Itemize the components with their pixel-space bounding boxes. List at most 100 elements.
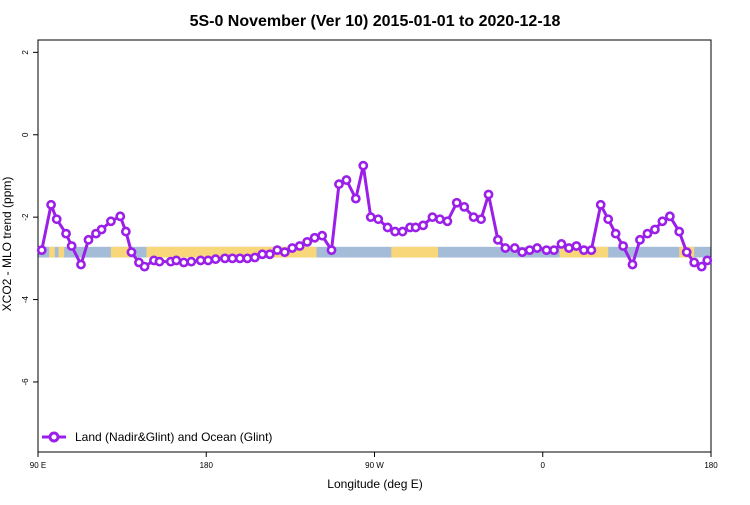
data-point bbox=[382, 222, 393, 233]
data-point bbox=[96, 224, 107, 235]
legend-marker-swatch bbox=[48, 431, 60, 443]
data-point bbox=[650, 224, 660, 235]
data-point bbox=[358, 160, 369, 171]
y-tick-label: 2 bbox=[21, 50, 30, 55]
data-point bbox=[571, 241, 582, 251]
data-point bbox=[186, 256, 197, 267]
data-point bbox=[451, 197, 462, 208]
data-point bbox=[309, 232, 320, 243]
surface-band bbox=[38, 246, 711, 258]
data-point bbox=[341, 175, 352, 185]
data-point bbox=[674, 226, 685, 237]
data-point bbox=[66, 241, 77, 251]
data-point bbox=[272, 245, 283, 256]
data-point bbox=[410, 222, 421, 233]
data-point bbox=[287, 243, 298, 253]
ocean-band bbox=[38, 246, 711, 258]
data-point bbox=[294, 241, 305, 251]
data-point bbox=[702, 255, 713, 266]
series-layer bbox=[36, 160, 713, 272]
data-point bbox=[51, 214, 62, 225]
data-point bbox=[664, 211, 675, 222]
data-point bbox=[681, 247, 692, 258]
data-point bbox=[397, 226, 408, 237]
y-tick-label: -4 bbox=[21, 295, 30, 303]
y-tick-label: -6 bbox=[21, 378, 30, 386]
data-point bbox=[476, 214, 486, 225]
data-point bbox=[317, 230, 328, 241]
data-point bbox=[257, 249, 268, 260]
land-segment bbox=[58, 246, 65, 258]
x-tick-label: 180 bbox=[704, 461, 718, 470]
land-segment bbox=[49, 246, 55, 258]
data-point bbox=[264, 249, 275, 260]
data-point bbox=[595, 199, 606, 210]
chart-title: 5S-0 November (Ver 10) 2015-01-01 to 202… bbox=[190, 13, 561, 30]
data-point bbox=[242, 253, 253, 264]
data-point bbox=[418, 220, 429, 231]
data-point bbox=[61, 228, 71, 239]
data-point bbox=[549, 245, 559, 256]
data-point bbox=[115, 211, 126, 222]
x-tick-label: 90 E bbox=[30, 461, 46, 470]
data-point bbox=[195, 255, 206, 266]
data-point bbox=[334, 179, 344, 190]
data-point bbox=[532, 243, 543, 253]
data-point bbox=[373, 214, 384, 225]
y-tick-label: -2 bbox=[21, 213, 30, 221]
data-point bbox=[689, 257, 700, 268]
data-point bbox=[627, 259, 638, 270]
land-segment bbox=[146, 246, 317, 258]
x-tick-label: 0 bbox=[541, 461, 546, 470]
y-tick-label: 0 bbox=[21, 132, 30, 137]
y-axis-label: XCO2 - MLO trend (ppm) bbox=[0, 177, 14, 312]
data-point bbox=[302, 236, 313, 247]
data-point bbox=[36, 245, 47, 256]
data-point bbox=[500, 243, 511, 253]
data-point bbox=[46, 199, 56, 210]
data-point bbox=[696, 261, 707, 272]
data-point bbox=[618, 241, 629, 251]
data-point bbox=[578, 245, 589, 256]
land-segment bbox=[110, 246, 130, 258]
plot-frame bbox=[37, 39, 712, 453]
data-point bbox=[390, 226, 400, 237]
data-point bbox=[234, 253, 245, 264]
x-tick-label: 90 W bbox=[365, 461, 384, 470]
data-point bbox=[517, 247, 528, 258]
data-point bbox=[492, 234, 503, 245]
legend-label: Land (Nadir&Glint) and Ocean (Glint) bbox=[75, 430, 272, 444]
data-point bbox=[76, 259, 86, 270]
data-point bbox=[120, 226, 131, 237]
data-point bbox=[126, 247, 137, 258]
x-axis-label: Longitude (deg E) bbox=[327, 477, 422, 491]
data-point bbox=[483, 189, 494, 200]
data-point bbox=[603, 214, 614, 225]
data-point bbox=[171, 255, 182, 266]
legend: Land (Nadir&Glint) and Ocean (Glint) bbox=[42, 430, 272, 444]
data-point bbox=[564, 243, 574, 253]
data-point bbox=[610, 228, 621, 239]
data-point bbox=[509, 243, 520, 253]
y-axis: 2 0 -2 -4 -6 bbox=[21, 50, 38, 386]
data-point bbox=[106, 216, 116, 227]
data-point bbox=[220, 253, 230, 264]
data-point bbox=[326, 245, 337, 256]
data-point bbox=[178, 257, 189, 268]
data-point bbox=[556, 239, 567, 249]
data-point bbox=[427, 212, 438, 223]
data-point bbox=[350, 193, 361, 204]
data-point bbox=[657, 216, 668, 227]
data-point bbox=[83, 234, 94, 245]
data-point bbox=[249, 252, 260, 263]
data-point bbox=[442, 216, 453, 227]
data-point bbox=[635, 234, 645, 245]
data-point bbox=[468, 212, 479, 223]
data-point bbox=[642, 228, 653, 239]
data-point bbox=[203, 255, 214, 266]
x-tick-label: 180 bbox=[200, 461, 214, 470]
data-point bbox=[524, 245, 535, 256]
data-point bbox=[154, 256, 165, 267]
